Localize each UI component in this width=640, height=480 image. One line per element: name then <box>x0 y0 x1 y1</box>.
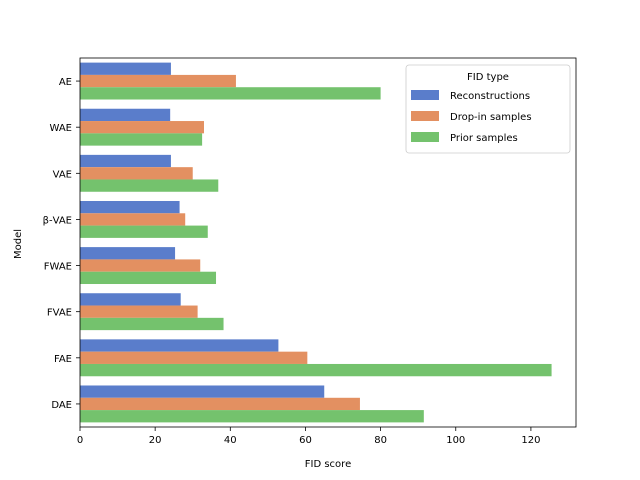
bar-AE-reconstructions <box>80 62 171 75</box>
y-tick-label-5: FVAE <box>47 308 72 319</box>
x-tick-label-60: 60 <box>299 435 312 446</box>
y-tick-label-6: FAE <box>54 354 72 365</box>
bar-VAE-reconstructions <box>80 154 171 168</box>
bar-β-VAE-drop-in-samples <box>80 213 186 226</box>
bar-WAE-reconstructions <box>80 108 171 122</box>
bar-DAE-prior-samples <box>80 410 424 423</box>
bar-VAE-drop-in-samples <box>80 167 193 180</box>
x-tick-label-100: 100 <box>446 435 465 446</box>
x-tick-label-0: 0 <box>77 435 83 446</box>
bar-FVAE-prior-samples <box>80 317 224 331</box>
bar-FAE-reconstructions <box>80 339 279 352</box>
axes-layer: 0 20 40 60 80 100 120 AE WAE VAE β-VAE FWAE FVAE FAE D… <box>43 57 577 446</box>
y-tick-label-1: WAE <box>50 123 73 134</box>
bar-FWAE-reconstructions <box>80 247 176 260</box>
bar-FWAE-prior-samples <box>80 271 217 285</box>
bars-layer <box>80 62 552 423</box>
x-axis-label: FID score <box>305 459 351 470</box>
x-tick-label-20: 20 <box>149 435 162 446</box>
bar-WAE-drop-in-samples <box>80 121 204 134</box>
legend-box <box>405 64 571 154</box>
bar-β-VAE-prior-samples <box>80 225 208 238</box>
legend-label-prior-samples: Prior samples <box>450 133 518 144</box>
bar-DAE-drop-in-samples <box>80 397 360 411</box>
plot-frame <box>79 57 577 428</box>
x-tick-label-120: 120 <box>521 435 540 446</box>
y-tick-label-0: AE <box>59 77 72 88</box>
x-tick-label-40: 40 <box>224 435 237 446</box>
bar-AE-drop-in-samples <box>80 74 236 88</box>
y-tick-label-2: VAE <box>53 169 72 180</box>
y-tick-label-4: FWAE <box>44 262 72 273</box>
bar-AE-prior-samples <box>80 87 381 100</box>
legend-title: FID type <box>467 72 509 83</box>
legend-swatch-reconstructions <box>411 90 439 100</box>
legend-swatch-drop-in-samples <box>411 111 439 121</box>
bar-β-VAE-reconstructions <box>80 200 180 214</box>
bar-FWAE-drop-in-samples <box>80 259 201 272</box>
x-tick-label-80: 80 <box>374 435 387 446</box>
legend: FID type Reconstructions Drop-in samples Pr… <box>405 64 571 154</box>
legend-swatch-prior-samples <box>411 132 439 142</box>
y-tick-label-3: β-VAE <box>43 215 72 226</box>
bar-DAE-reconstructions <box>80 385 325 398</box>
legend-label-drop-in-samples: Drop-in samples <box>450 112 532 123</box>
bar-FAE-prior-samples <box>80 363 552 377</box>
bar-VAE-prior-samples <box>80 179 219 192</box>
y-tick-label-7: DAE <box>51 400 72 411</box>
bar-WAE-prior-samples <box>80 133 203 146</box>
bar-FVAE-reconstructions <box>80 293 181 306</box>
bar-FAE-drop-in-samples <box>80 351 308 364</box>
y-axis-label: Model <box>13 229 24 259</box>
legend-label-reconstructions: Reconstructions <box>450 91 530 102</box>
bar-FVAE-drop-in-samples <box>80 305 198 318</box>
